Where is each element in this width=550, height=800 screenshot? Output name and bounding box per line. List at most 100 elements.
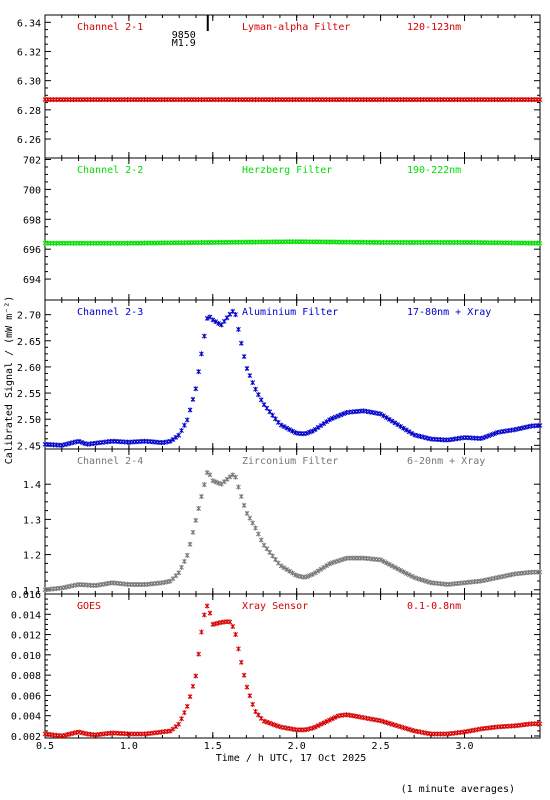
data-point bbox=[389, 418, 395, 424]
data-point bbox=[258, 397, 264, 403]
data-point bbox=[392, 420, 398, 426]
data-point bbox=[176, 570, 182, 576]
data-point bbox=[201, 482, 207, 488]
panel-channel-label: Channel 2-3 bbox=[77, 307, 143, 318]
y-tick-label: 698 bbox=[23, 215, 41, 226]
data-point bbox=[204, 603, 210, 609]
data-point bbox=[483, 434, 489, 440]
data-point bbox=[233, 312, 238, 318]
data-point bbox=[304, 574, 310, 580]
data-point bbox=[338, 557, 344, 563]
data-point bbox=[76, 438, 82, 444]
data-point bbox=[318, 566, 324, 572]
y-tick-label: 702 bbox=[23, 155, 41, 166]
data-point bbox=[480, 435, 486, 441]
data-point bbox=[332, 414, 338, 420]
data-point bbox=[386, 561, 392, 567]
data-point bbox=[256, 392, 261, 398]
y-tick-label: 6.30 bbox=[17, 77, 41, 88]
y-tick-label: 0.008 bbox=[11, 671, 41, 682]
data-point bbox=[273, 556, 278, 562]
data-point bbox=[338, 412, 344, 418]
data-point bbox=[401, 569, 406, 575]
data-point bbox=[201, 333, 207, 339]
y-tick-label: 2.65 bbox=[17, 337, 41, 348]
x-tick-label: 1.0 bbox=[120, 741, 138, 752]
y-tick-label: 1.1 bbox=[23, 586, 41, 597]
data-point bbox=[173, 434, 179, 440]
data-point bbox=[253, 525, 258, 531]
data-point bbox=[321, 564, 327, 570]
data-point bbox=[315, 568, 321, 574]
data-point bbox=[406, 572, 412, 578]
data-point bbox=[278, 422, 284, 428]
data-point bbox=[409, 431, 415, 437]
y-tick-label: 0.016 bbox=[11, 590, 41, 601]
panel-filter-label: Herzberg Filter bbox=[242, 165, 332, 176]
data-point bbox=[167, 438, 173, 444]
data-point bbox=[281, 424, 287, 430]
panel-channel-label: Channel 2-4 bbox=[77, 456, 143, 467]
data-point bbox=[415, 576, 421, 582]
data-point bbox=[384, 415, 389, 421]
data-point bbox=[537, 422, 543, 428]
y-tick-label: 2.70 bbox=[17, 311, 41, 322]
data-point bbox=[281, 565, 287, 571]
data-point bbox=[324, 419, 329, 425]
panel-band-label: 6-20nm + Xray bbox=[407, 456, 485, 467]
data-point bbox=[312, 570, 318, 576]
data-point bbox=[182, 422, 187, 428]
data-point bbox=[270, 721, 275, 727]
data-point bbox=[418, 576, 423, 582]
panel-filter-label: Aluminium Filter bbox=[242, 307, 338, 318]
data-point bbox=[327, 417, 332, 423]
data-point bbox=[273, 722, 278, 728]
data-point bbox=[190, 529, 196, 535]
data-point bbox=[167, 728, 173, 734]
data-series bbox=[42, 239, 543, 246]
x-tick-label: 3.0 bbox=[455, 741, 473, 752]
data-point bbox=[187, 541, 193, 547]
data-point bbox=[250, 380, 256, 386]
data-point bbox=[261, 718, 267, 724]
y-tick-label: 1.2 bbox=[23, 551, 41, 562]
data-point bbox=[227, 474, 233, 480]
data-point bbox=[310, 428, 315, 434]
data-point bbox=[537, 721, 543, 727]
data-point bbox=[199, 494, 204, 500]
data-point bbox=[179, 716, 184, 722]
data-point bbox=[290, 570, 295, 576]
data-point bbox=[307, 429, 312, 435]
data-point bbox=[233, 474, 238, 480]
data-point bbox=[216, 320, 221, 326]
data-point bbox=[210, 317, 216, 323]
data-point bbox=[261, 542, 267, 548]
data-point bbox=[398, 567, 403, 573]
data-point bbox=[335, 558, 341, 564]
data-point bbox=[179, 428, 184, 434]
data-point bbox=[395, 422, 401, 428]
data-point bbox=[329, 716, 335, 722]
data-point bbox=[278, 563, 284, 569]
data-point bbox=[190, 683, 196, 689]
data-point bbox=[318, 721, 324, 727]
data-point bbox=[210, 478, 216, 484]
data-point bbox=[216, 480, 221, 486]
averaging-note: (1 minute averages) bbox=[401, 784, 515, 795]
data-point bbox=[213, 319, 219, 325]
data-point bbox=[381, 413, 386, 419]
data-point bbox=[79, 439, 85, 445]
data-point bbox=[241, 502, 247, 508]
flare-class-label: M1.9 bbox=[172, 38, 196, 49]
data-point bbox=[184, 417, 190, 423]
data-point bbox=[184, 552, 190, 558]
data-point bbox=[176, 721, 182, 727]
y-tick-label: 696 bbox=[23, 245, 41, 256]
panel-band-label: 190-222nm bbox=[407, 165, 461, 176]
data-point bbox=[324, 718, 329, 724]
data-point bbox=[304, 430, 310, 436]
data-point bbox=[537, 569, 543, 575]
data-point bbox=[207, 472, 213, 478]
data-point bbox=[238, 659, 244, 665]
